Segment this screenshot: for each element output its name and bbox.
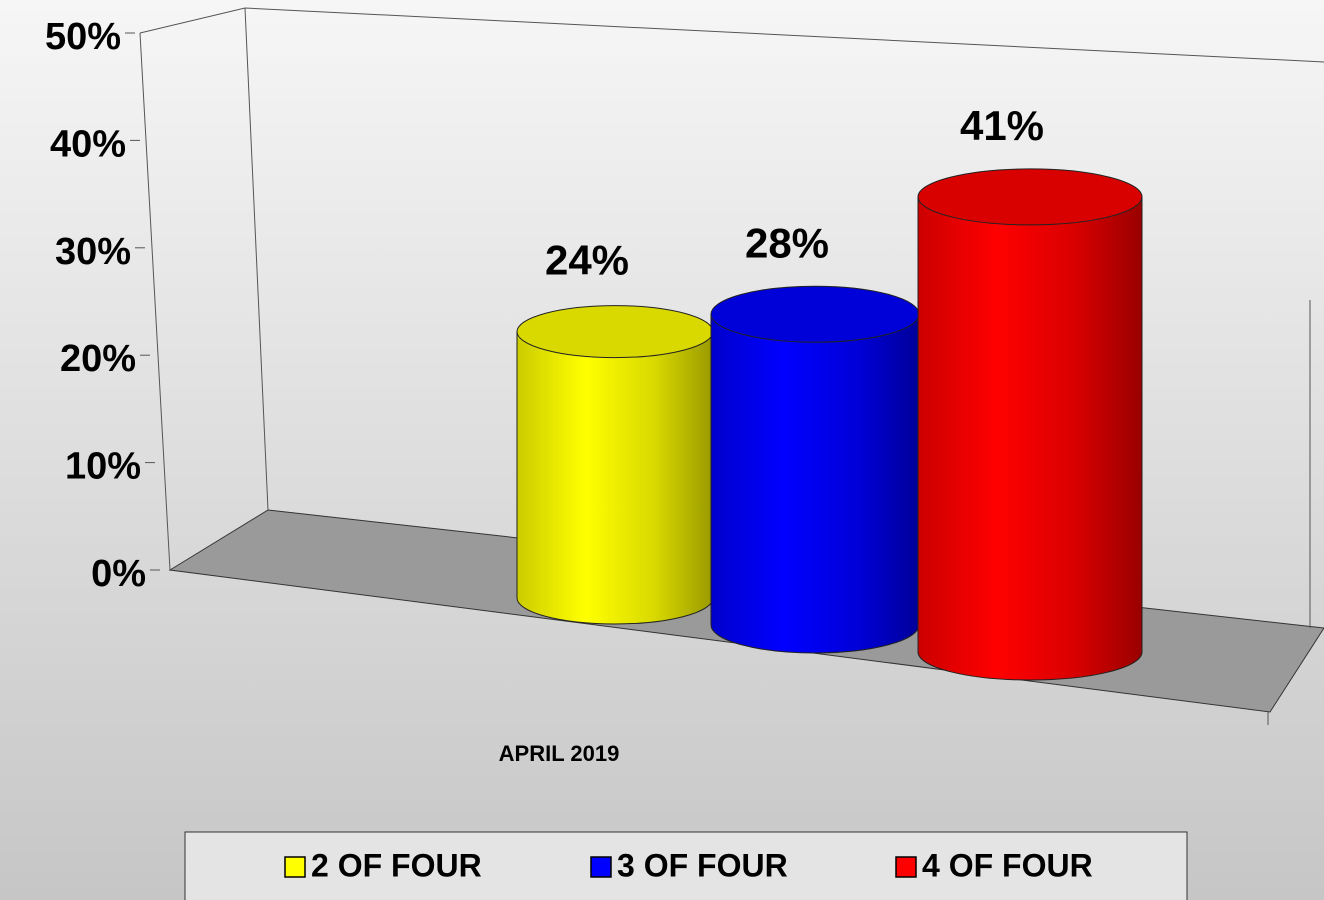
legend <box>184 831 1188 900</box>
y-tick-label: 10% <box>65 446 141 488</box>
wall-edge <box>244 7 269 511</box>
y-tick-label: 50% <box>45 16 121 58</box>
value-label: 24% <box>545 237 629 284</box>
cylinder-top <box>917 168 1143 226</box>
y-axis <box>139 32 171 571</box>
legend-swatch <box>895 856 917 878</box>
cylinder-top <box>516 305 714 359</box>
value-label: 28% <box>745 219 829 266</box>
legend-swatch <box>590 856 612 878</box>
value-label: 41% <box>960 102 1044 149</box>
y-tick-label: 40% <box>50 123 126 165</box>
cylinder <box>516 331 714 625</box>
legend-label: 3 OF FOUR <box>617 847 788 883</box>
y-tick-label: 30% <box>55 231 131 273</box>
category-label: APRIL 2019 <box>499 741 620 766</box>
y-tick-label: 20% <box>60 338 136 380</box>
cylinder-top <box>710 285 920 343</box>
legend-swatch <box>284 856 306 878</box>
cylinder <box>710 313 920 654</box>
legend-label: 4 OF FOUR <box>922 847 1093 883</box>
cylinder <box>917 196 1143 681</box>
y-tick-label: 0% <box>91 553 146 595</box>
legend-label: 2 OF FOUR <box>311 847 482 883</box>
